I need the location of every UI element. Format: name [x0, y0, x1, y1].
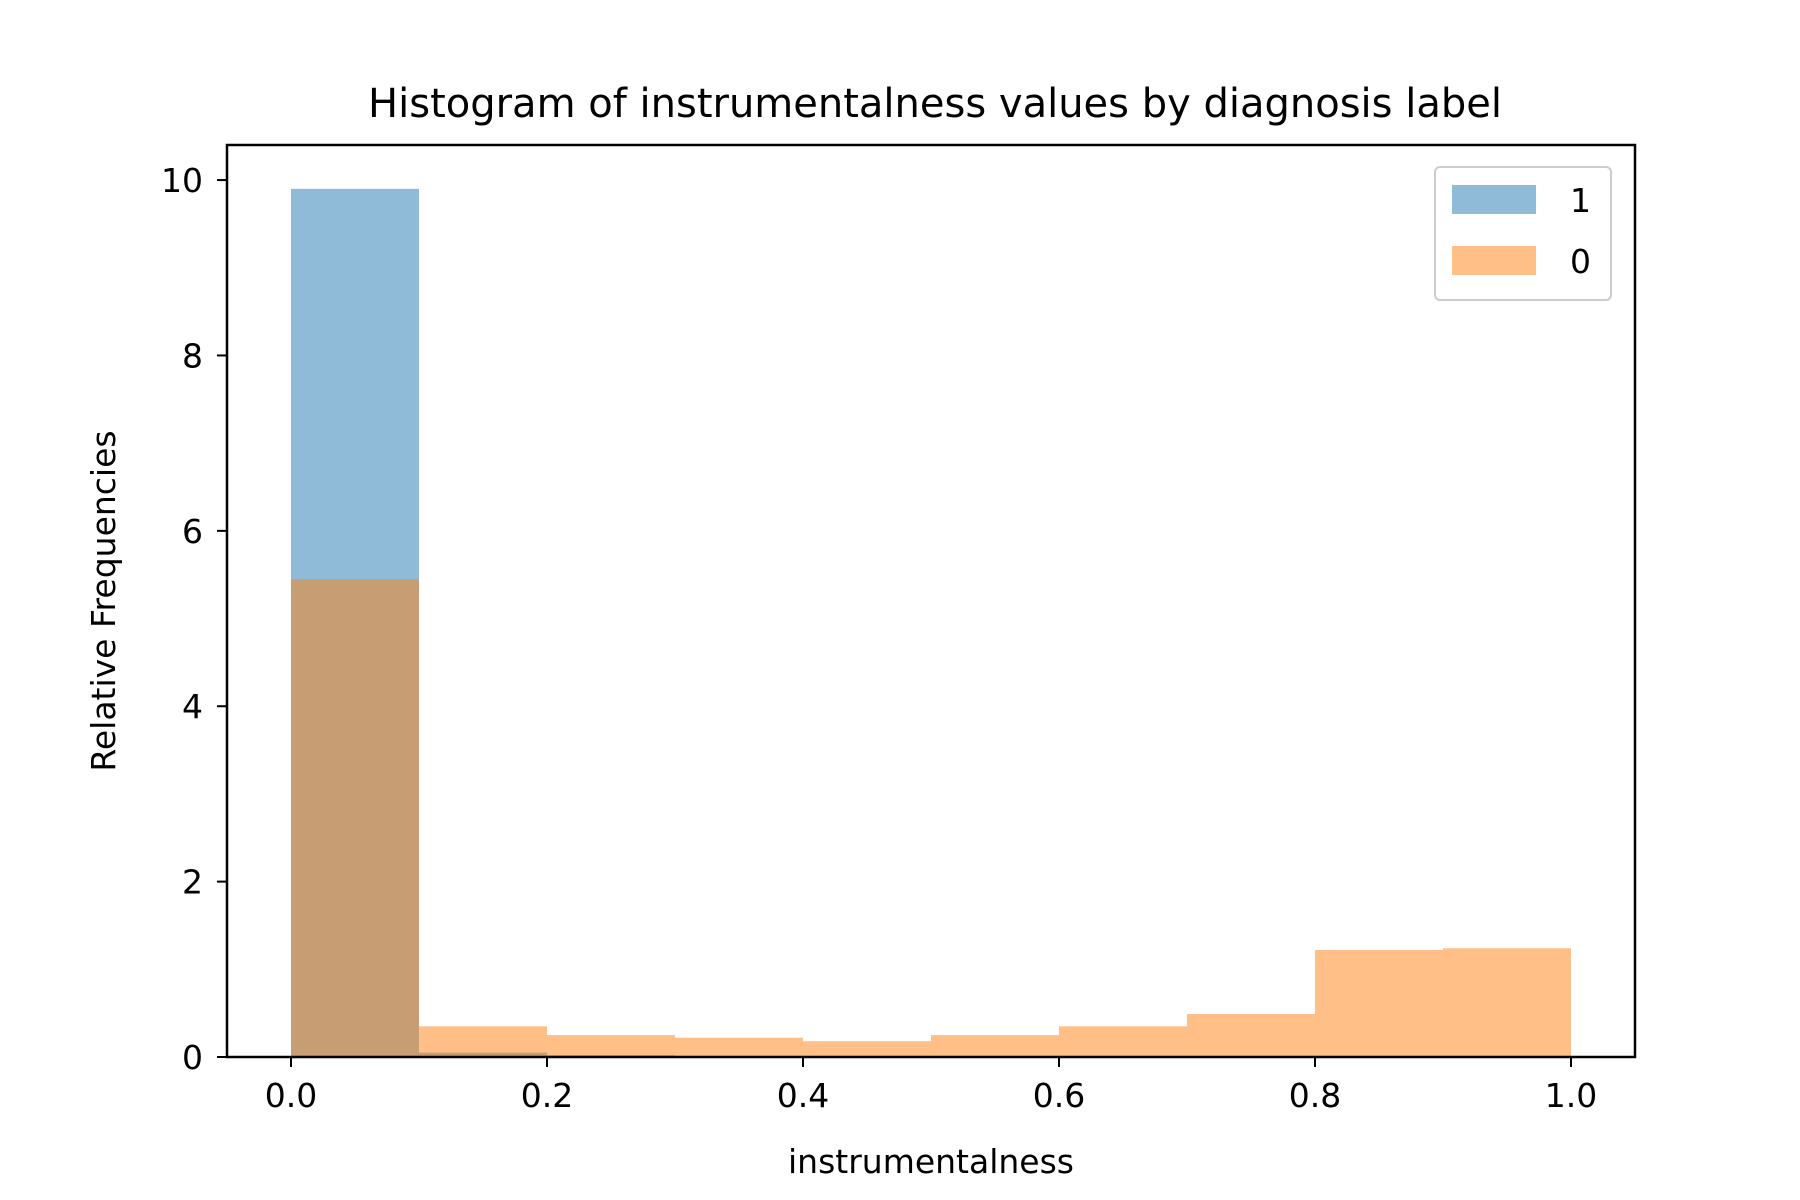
y-tick-label: 6	[182, 512, 203, 551]
x-axis-label: instrumentalness	[788, 1142, 1074, 1181]
bars-layer	[291, 188, 1571, 1057]
x-tick-label: 1.0	[1545, 1076, 1597, 1115]
legend-swatch-series-0	[1452, 246, 1536, 275]
bar-series-0-bin-7	[1187, 1014, 1315, 1057]
x-tick-label: 0.4	[777, 1076, 829, 1115]
legend-label-series-1: 1	[1570, 181, 1591, 220]
y-tick-label: 8	[182, 336, 203, 375]
x-tick-label: 0.2	[521, 1076, 573, 1115]
y-axis-ticks: 0 2 4 6 8 10	[161, 161, 227, 1077]
legend: 1 0	[1434, 166, 1612, 301]
bar-series-0-bin-3	[675, 1037, 803, 1057]
x-tick-label: 0.0	[265, 1076, 317, 1115]
y-tick-label: 10	[161, 161, 203, 200]
x-tick-label: 0.8	[1289, 1076, 1341, 1115]
plot-frame	[225, 143, 1637, 1059]
legend-label-series-0: 0	[1570, 242, 1591, 281]
x-tick-label: 0.6	[1033, 1076, 1085, 1115]
bar-series-0-bin-1	[419, 1026, 547, 1057]
x-axis-ticks: 0.0 0.2 0.4 0.6 0.8 1.0	[265, 1057, 1597, 1115]
y-tick-label: 4	[182, 687, 203, 726]
bar-series-0-bin-6	[1059, 1026, 1187, 1057]
y-tick-label: 2	[182, 863, 203, 902]
bar-series-0-bin-4	[803, 1041, 931, 1057]
bar-series-0-bin-0	[291, 579, 419, 1057]
legend-swatch-series-1	[1452, 185, 1536, 214]
bar-series-0-bin-2	[547, 1035, 675, 1057]
chart-title: Histogram of instrumentalness values by …	[368, 81, 1502, 127]
y-axis-label: Relative Frequencies	[84, 430, 123, 771]
bar-series-0-bin-9	[1443, 948, 1571, 1057]
bar-series-0-bin-8	[1315, 950, 1443, 1057]
bar-series-0-bin-5	[931, 1035, 1059, 1057]
y-tick-label: 0	[182, 1038, 203, 1077]
